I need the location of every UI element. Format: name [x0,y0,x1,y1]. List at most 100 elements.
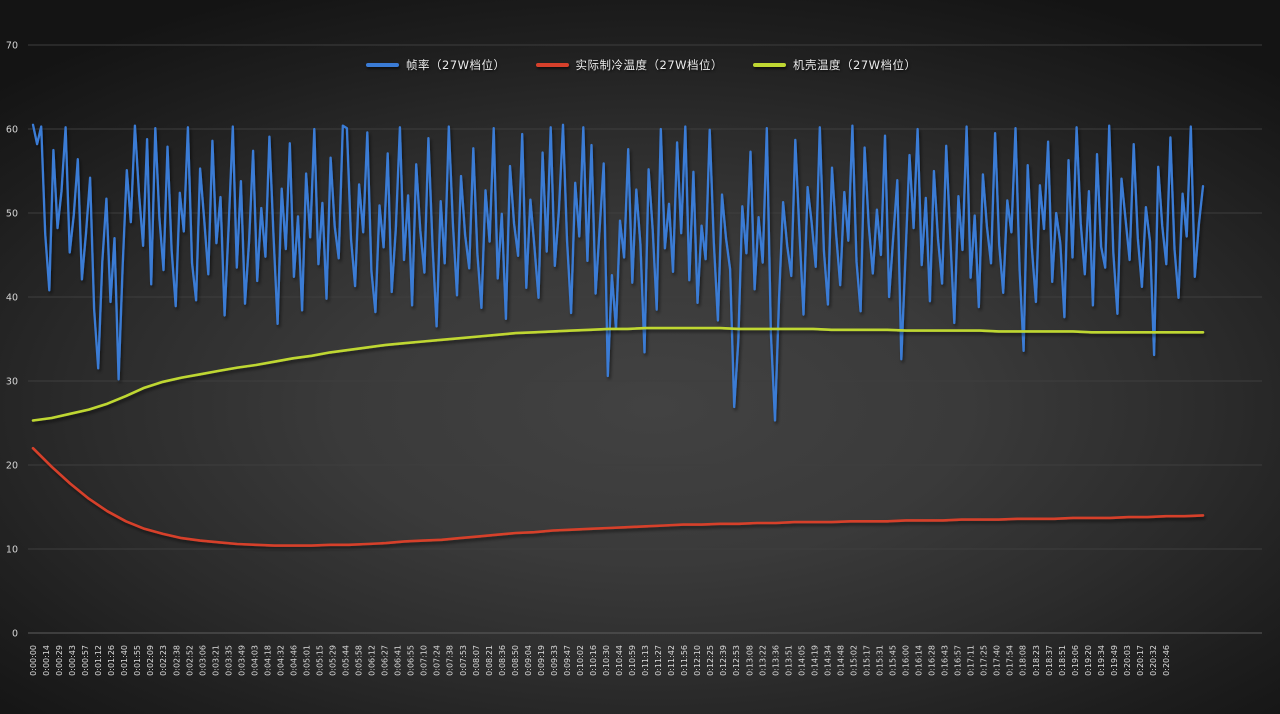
x-tick-label: 0:16:43 [941,645,950,676]
x-tick-label: 0:02:09 [146,645,155,676]
legend-item-cooling-temp: 实际制冷温度（27W档位） [535,57,724,73]
x-tick-label: 0:10:59 [628,645,637,676]
x-tick-label: 0:00:14 [42,645,51,676]
x-tick-label: 0:16:57 [954,645,963,676]
x-tick-label: 0:11:13 [641,645,650,676]
x-tick-label: 0:08:36 [498,645,507,676]
x-tick-label: 0:09:04 [524,645,533,676]
x-tick-label: 0:18:08 [1019,645,1028,676]
x-tick-label: 0:00:00 [29,645,38,676]
x-tick-label: 0:10:44 [615,645,624,676]
x-tick-label: 0:17:25 [980,645,989,676]
x-tick-label: 0:12:39 [719,645,728,676]
x-tick-label: 0:20:32 [1149,645,1158,676]
x-tick-label: 0:01:55 [133,645,142,676]
x-tick-label: 0:19:06 [1071,645,1080,676]
x-tick-label: 0:08:50 [511,645,520,676]
y-axis-tick-labels: 0 10 20 30 40 50 60 70 [6,41,18,640]
x-tick-label: 0:05:15 [316,645,325,676]
x-tick-label: 0:00:57 [81,645,90,676]
x-tick-label: 0:10:02 [576,645,585,676]
y-tick-label: 70 [6,41,18,52]
x-tick-label: 0:06:41 [394,645,403,676]
x-tick-label: 0:02:23 [159,645,168,676]
x-tick-label: 0:03:49 [237,645,246,676]
x-tick-label: 0:04:03 [250,645,259,676]
x-tick-label: 0:05:58 [355,645,364,676]
x-tick-label: 0:17:40 [993,645,1002,676]
x-tick-label: 0:17:11 [967,645,976,676]
x-tick-label: 0:09:47 [563,645,572,676]
x-tick-label: 0:14:34 [823,645,832,676]
x-tick-label: 0:15:31 [875,645,884,676]
chart-legend: 帧率（27W档位） 实际制冷温度（27W档位） 机壳温度（27W档位） [366,57,917,73]
x-tick-label: 0:09:33 [550,645,559,676]
x-tick-label: 0:01:26 [107,645,116,676]
x-tick-label: 0:11:27 [654,645,663,676]
x-tick-label: 0:12:25 [706,645,715,676]
x-tick-label: 0:16:14 [915,645,924,676]
x-tick-label: 0:00:43 [68,645,77,676]
x-tick-label: 0:13:51 [784,645,793,676]
x-tick-label: 0:20:17 [1136,645,1145,676]
y-tick-label: 10 [6,545,18,556]
x-tick-label: 0:08:07 [472,645,481,676]
y-tick-label: 20 [6,461,18,472]
x-tick-label: 0:13:36 [771,645,780,676]
x-tick-label: 0:04:32 [276,645,285,676]
x-tick-label: 0:18:23 [1032,645,1041,676]
x-tick-label: 0:07:24 [433,645,442,676]
x-tick-label: 0:13:08 [745,645,754,676]
x-tick-label: 0:20:46 [1162,645,1171,676]
y-tick-label: 0 [12,629,18,640]
x-tick-label: 0:19:20 [1084,645,1093,676]
legend-swatch-fps-line-icon [366,63,399,67]
x-tick-label: 0:12:53 [732,645,741,676]
legend-label-cooling-temp: 实际制冷温度（27W档位） [575,58,724,72]
x-tick-label: 0:14:48 [836,645,845,676]
x-tick-label: 0:05:44 [342,645,351,676]
x-tick-label: 0:09:19 [537,645,546,676]
x-tick-label: 0:06:12 [368,645,377,676]
x-tick-label: 0:01:40 [120,645,129,676]
series-line-0 [31,123,1205,422]
y-tick-label: 60 [6,125,18,136]
series-line-1 [31,446,1205,547]
x-tick-label: 0:12:10 [693,645,702,676]
x-tick-label: 0:15:02 [849,645,858,676]
x-tick-label: 0:08:21 [485,645,494,676]
x-tick-label: 0:11:56 [680,645,689,676]
legend-swatch-case-temp-line-icon [753,63,787,67]
x-tick-label: 0:14:19 [810,645,819,676]
y-tick-label: 30 [6,377,18,388]
x-tick-label: 0:06:27 [381,645,390,676]
x-tick-label: 0:02:52 [185,645,194,676]
x-tick-label: 0:07:53 [459,645,468,676]
x-tick-label: 0:04:46 [289,645,298,676]
x-tick-label: 0:07:38 [446,645,455,676]
y-tick-label: 40 [6,293,18,304]
y-tick-label: 50 [6,209,18,220]
x-tick-label: 0:19:49 [1110,645,1119,676]
x-tick-label: 0:07:10 [420,645,429,676]
x-tick-label: 0:11:42 [667,645,676,676]
x-tick-label: 0:01:12 [94,645,103,676]
legend-label-case-temp: 机壳温度（27W档位） [793,58,917,72]
series-layer [31,123,1205,547]
x-tick-label: 0:13:22 [758,645,767,676]
x-tick-label: 0:04:18 [263,645,272,676]
series-line-2 [31,326,1205,422]
x-tick-label: 0:15:17 [862,645,871,676]
x-tick-label: 0:03:35 [224,645,233,676]
x-tick-label: 0:19:34 [1097,645,1106,676]
x-tick-label: 0:06:55 [407,645,416,676]
x-tick-label: 0:03:21 [211,645,220,676]
legend-label-fps: 帧率（27W档位） [406,58,506,72]
x-tick-label: 0:03:06 [198,645,207,676]
x-tick-label: 0:20:03 [1123,645,1132,676]
x-tick-label: 0:18:37 [1045,645,1054,676]
x-tick-label: 0:10:16 [589,645,598,676]
x-tick-label: 0:02:38 [172,645,181,676]
x-tick-label: 0:10:30 [602,645,611,676]
